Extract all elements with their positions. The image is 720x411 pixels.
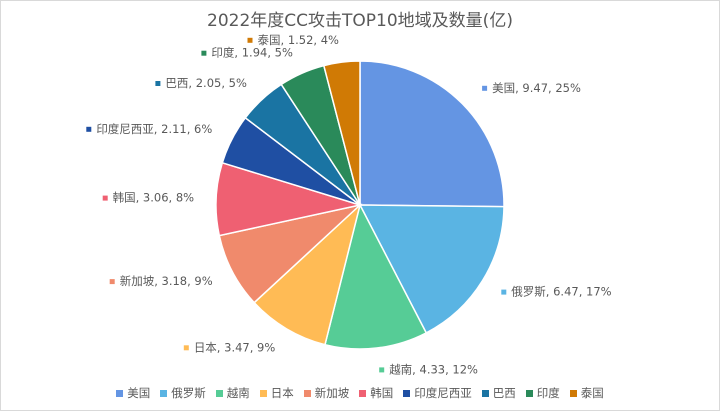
legend-item-2: 越南 [215,385,250,401]
data-label-8: 印度, 1.94, 5% [201,46,293,60]
svg-text:越南, 4.33, 12%: 越南, 4.33, 12% [389,362,478,376]
data-label-swatch-4 [109,279,115,285]
legend-swatch-7 [481,389,489,397]
legend-item-9: 泰国 [569,385,604,401]
pie-slice-2 [324,202,428,350]
legend-label-5: 韩国 [370,386,394,400]
legend-label-1: 俄罗斯 [171,386,206,400]
data-label-swatch-1 [501,289,507,295]
data-label-swatch-8 [201,50,207,56]
legend-label-2: 越南 [226,386,250,400]
data-label-2: 越南, 4.33, 12% [379,362,478,376]
legend-item-6: 印度尼西亚 [403,385,472,401]
pie-slice-3 [253,202,362,346]
pie-slice-0 [359,60,505,208]
legend-item-8: 印度 [525,385,560,401]
svg-text:新加坡, 3.18, 9%: 新加坡, 3.18, 9% [120,274,213,288]
legend-label-8: 印度 [536,386,560,400]
legend-label-7: 巴西 [492,386,516,400]
data-label-6: 印度尼西亚, 2.11, 6% [86,122,212,136]
svg-text:美国, 9.47, 25%: 美国, 9.47, 25% [492,81,581,95]
legend-swatch-4 [303,389,311,397]
data-label-swatch-9 [247,37,253,43]
svg-text:巴西, 2.05, 5%: 巴西, 2.05, 5% [165,76,247,90]
legend-label-4: 新加坡 [314,386,350,400]
svg-text:俄罗斯, 6.47, 17%: 俄罗斯, 6.47, 17% [511,285,611,299]
legend-item-1: 俄罗斯 [160,385,206,401]
legend-item-7: 巴西 [481,385,516,401]
legend-label-3: 日本 [270,386,294,400]
data-label-7: 巴西, 2.05, 5% [155,76,247,90]
legend-item-5: 韩国 [359,385,393,401]
legend-swatch-0 [116,389,124,397]
data-label-swatch-2 [379,367,385,373]
pie-slice-1 [358,204,505,334]
data-label-swatch-6 [86,126,92,132]
data-label-4: 新加坡, 3.18, 9% [109,274,213,288]
data-label-swatch-0 [482,85,488,91]
legend-label-9: 泰国 [580,386,604,400]
pie-slice-9 [322,60,361,206]
data-label-swatch-5 [102,195,108,201]
legend-item-3: 日本 [259,385,294,401]
data-label-3: 日本, 3.47, 9% [183,340,276,354]
legend-swatch-6 [403,389,411,397]
legend-swatch-8 [525,389,533,397]
svg-text:泰国, 1.52, 4%: 泰国, 1.52, 4% [258,33,340,47]
svg-text:韩国, 3.06, 8%: 韩国, 3.06, 8% [113,191,195,205]
svg-text:日本, 3.47, 9%: 日本, 3.47, 9% [194,340,276,354]
legend-swatch-5 [359,389,367,397]
data-label-0: 美国, 9.47, 25% [482,81,581,95]
data-label-swatch-7 [155,81,161,86]
chart-legend: 美国 俄罗斯 越南 日本 新加坡 韩国 印度尼西亚 巴西 印度 泰国 [0,385,720,401]
legend-item-0: 美国 [116,385,150,401]
data-label-1: 俄罗斯, 6.47, 17% [501,285,612,299]
legend-swatch-1 [160,389,168,397]
chart-title: 2022年度CC攻击TOP10地域及数量(亿) [207,11,513,31]
legend-label-0: 美国 [127,386,151,400]
svg-text:印度, 1.94, 5%: 印度, 1.94, 5% [211,46,293,60]
svg-text:印度尼西亚, 2.11, 6%: 印度尼西亚, 2.11, 6% [96,122,212,136]
data-label-9: 泰国, 1.52, 4% [247,33,340,47]
legend-swatch-3 [259,389,267,397]
legend-swatch-9 [569,389,577,397]
data-label-swatch-3 [183,345,189,351]
data-label-5: 韩国, 3.06, 8% [102,191,195,205]
legend-swatch-2 [215,389,223,397]
legend-item-4: 新加坡 [303,385,350,401]
legend-label-6: 印度尼西亚 [414,386,472,400]
